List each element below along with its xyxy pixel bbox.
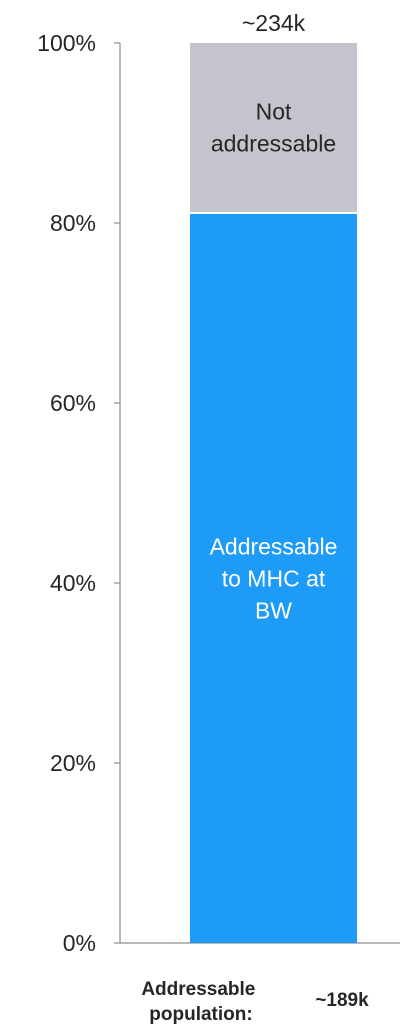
footer-label-line: population: [149, 1004, 252, 1025]
y-tick-label: 60% [50, 390, 96, 416]
y-axis-ticks: 0% 20% 40% 60% 80% 100% [37, 30, 120, 956]
footer-label-line: Addressable [141, 979, 255, 1000]
footer-value: ~189k [315, 990, 369, 1011]
bar-total-label: ~234k [242, 10, 306, 36]
y-tick-label: 40% [50, 570, 96, 596]
bar-segment [190, 214, 357, 943]
y-tick-label: 20% [50, 750, 96, 776]
segment-labels: Addressable to MHC at BW Not addressable [210, 99, 338, 624]
bar-segments [190, 43, 357, 943]
footer-label: Addressable population: [141, 979, 260, 1025]
segment-label: Addressable to MHC at BW [210, 534, 338, 624]
segment-label: Not addressable [211, 99, 336, 157]
y-tick-label: 0% [63, 930, 96, 956]
bar-segment [190, 43, 357, 212]
y-tick-label: 100% [37, 30, 96, 56]
y-tick-label: 80% [50, 210, 96, 236]
